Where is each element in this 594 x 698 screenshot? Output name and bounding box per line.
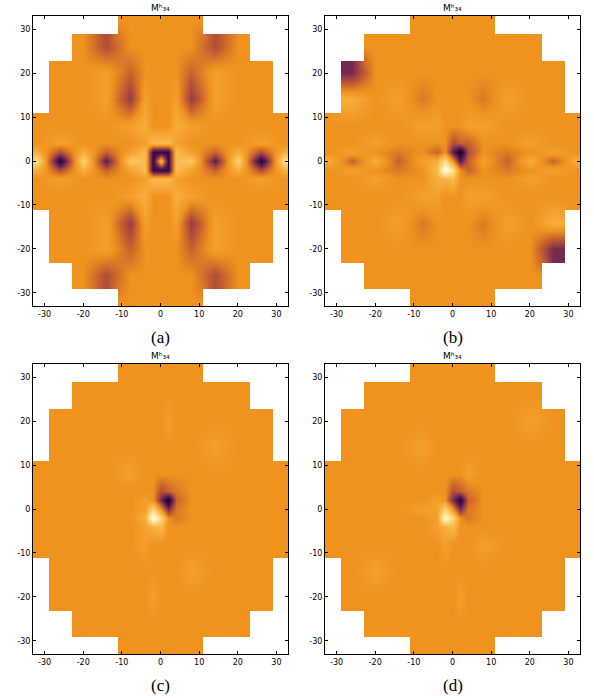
svg-text:-20: -20: [309, 245, 322, 254]
svg-text:20: 20: [20, 417, 30, 426]
svg-text:-30: -30: [309, 637, 322, 646]
svg-text:0: 0: [158, 658, 163, 667]
svg-text:(a): (a): [151, 328, 170, 347]
svg-text:Mʰ₃₄: Mʰ₃₄: [151, 3, 170, 13]
svg-text:10: 10: [20, 461, 30, 470]
svg-text:-10: -10: [115, 310, 128, 319]
svg-text:30: 30: [312, 25, 322, 34]
svg-text:0: 0: [450, 310, 455, 319]
svg-text:20: 20: [20, 69, 30, 78]
svg-text:20: 20: [233, 658, 243, 667]
svg-text:20: 20: [312, 69, 322, 78]
svg-text:-30: -30: [17, 289, 30, 298]
svg-text:0: 0: [317, 505, 322, 514]
svg-text:-20: -20: [369, 658, 382, 667]
svg-text:10: 10: [312, 461, 322, 470]
svg-text:0: 0: [450, 658, 455, 667]
svg-text:-30: -30: [309, 289, 322, 298]
svg-text:10: 10: [194, 310, 204, 319]
svg-text:0: 0: [317, 157, 322, 166]
svg-text:10: 10: [486, 310, 496, 319]
svg-text:(c): (c): [151, 676, 170, 695]
svg-text:30: 30: [563, 310, 573, 319]
svg-text:(d): (d): [443, 676, 463, 695]
svg-text:10: 10: [20, 113, 30, 122]
svg-text:-30: -30: [330, 310, 343, 319]
svg-text:-30: -30: [17, 637, 30, 646]
svg-text:-20: -20: [309, 593, 322, 602]
svg-text:Mʰ₃₄: Mʰ₃₄: [151, 351, 170, 361]
svg-text:30: 30: [271, 310, 281, 319]
svg-text:30: 30: [563, 658, 573, 667]
svg-text:30: 30: [312, 373, 322, 382]
svg-text:-20: -20: [77, 658, 90, 667]
svg-text:(b): (b): [443, 328, 463, 347]
svg-text:-30: -30: [38, 658, 51, 667]
svg-text:-10: -10: [17, 549, 30, 558]
svg-text:0: 0: [25, 505, 30, 514]
svg-text:Mʰ₃₄: Mʰ₃₄: [443, 351, 462, 361]
svg-text:-10: -10: [309, 549, 322, 558]
svg-text:30: 30: [20, 25, 30, 34]
svg-text:0: 0: [158, 310, 163, 319]
svg-text:-20: -20: [369, 310, 382, 319]
svg-text:20: 20: [312, 417, 322, 426]
svg-text:10: 10: [312, 113, 322, 122]
svg-text:-10: -10: [309, 201, 322, 210]
svg-text:0: 0: [25, 157, 30, 166]
svg-text:-20: -20: [17, 593, 30, 602]
svg-text:-10: -10: [407, 658, 420, 667]
svg-text:20: 20: [233, 310, 243, 319]
svg-text:20: 20: [525, 658, 535, 667]
svg-text:Mʰ₃₄: Mʰ₃₄: [443, 3, 462, 13]
svg-text:-10: -10: [115, 658, 128, 667]
svg-text:-20: -20: [77, 310, 90, 319]
svg-text:-30: -30: [330, 658, 343, 667]
svg-text:20: 20: [525, 310, 535, 319]
svg-text:-20: -20: [17, 245, 30, 254]
svg-text:30: 30: [271, 658, 281, 667]
svg-text:-10: -10: [17, 201, 30, 210]
svg-text:-10: -10: [407, 310, 420, 319]
svg-text:10: 10: [486, 658, 496, 667]
svg-text:-30: -30: [38, 310, 51, 319]
svg-text:10: 10: [194, 658, 204, 667]
svg-text:30: 30: [20, 373, 30, 382]
